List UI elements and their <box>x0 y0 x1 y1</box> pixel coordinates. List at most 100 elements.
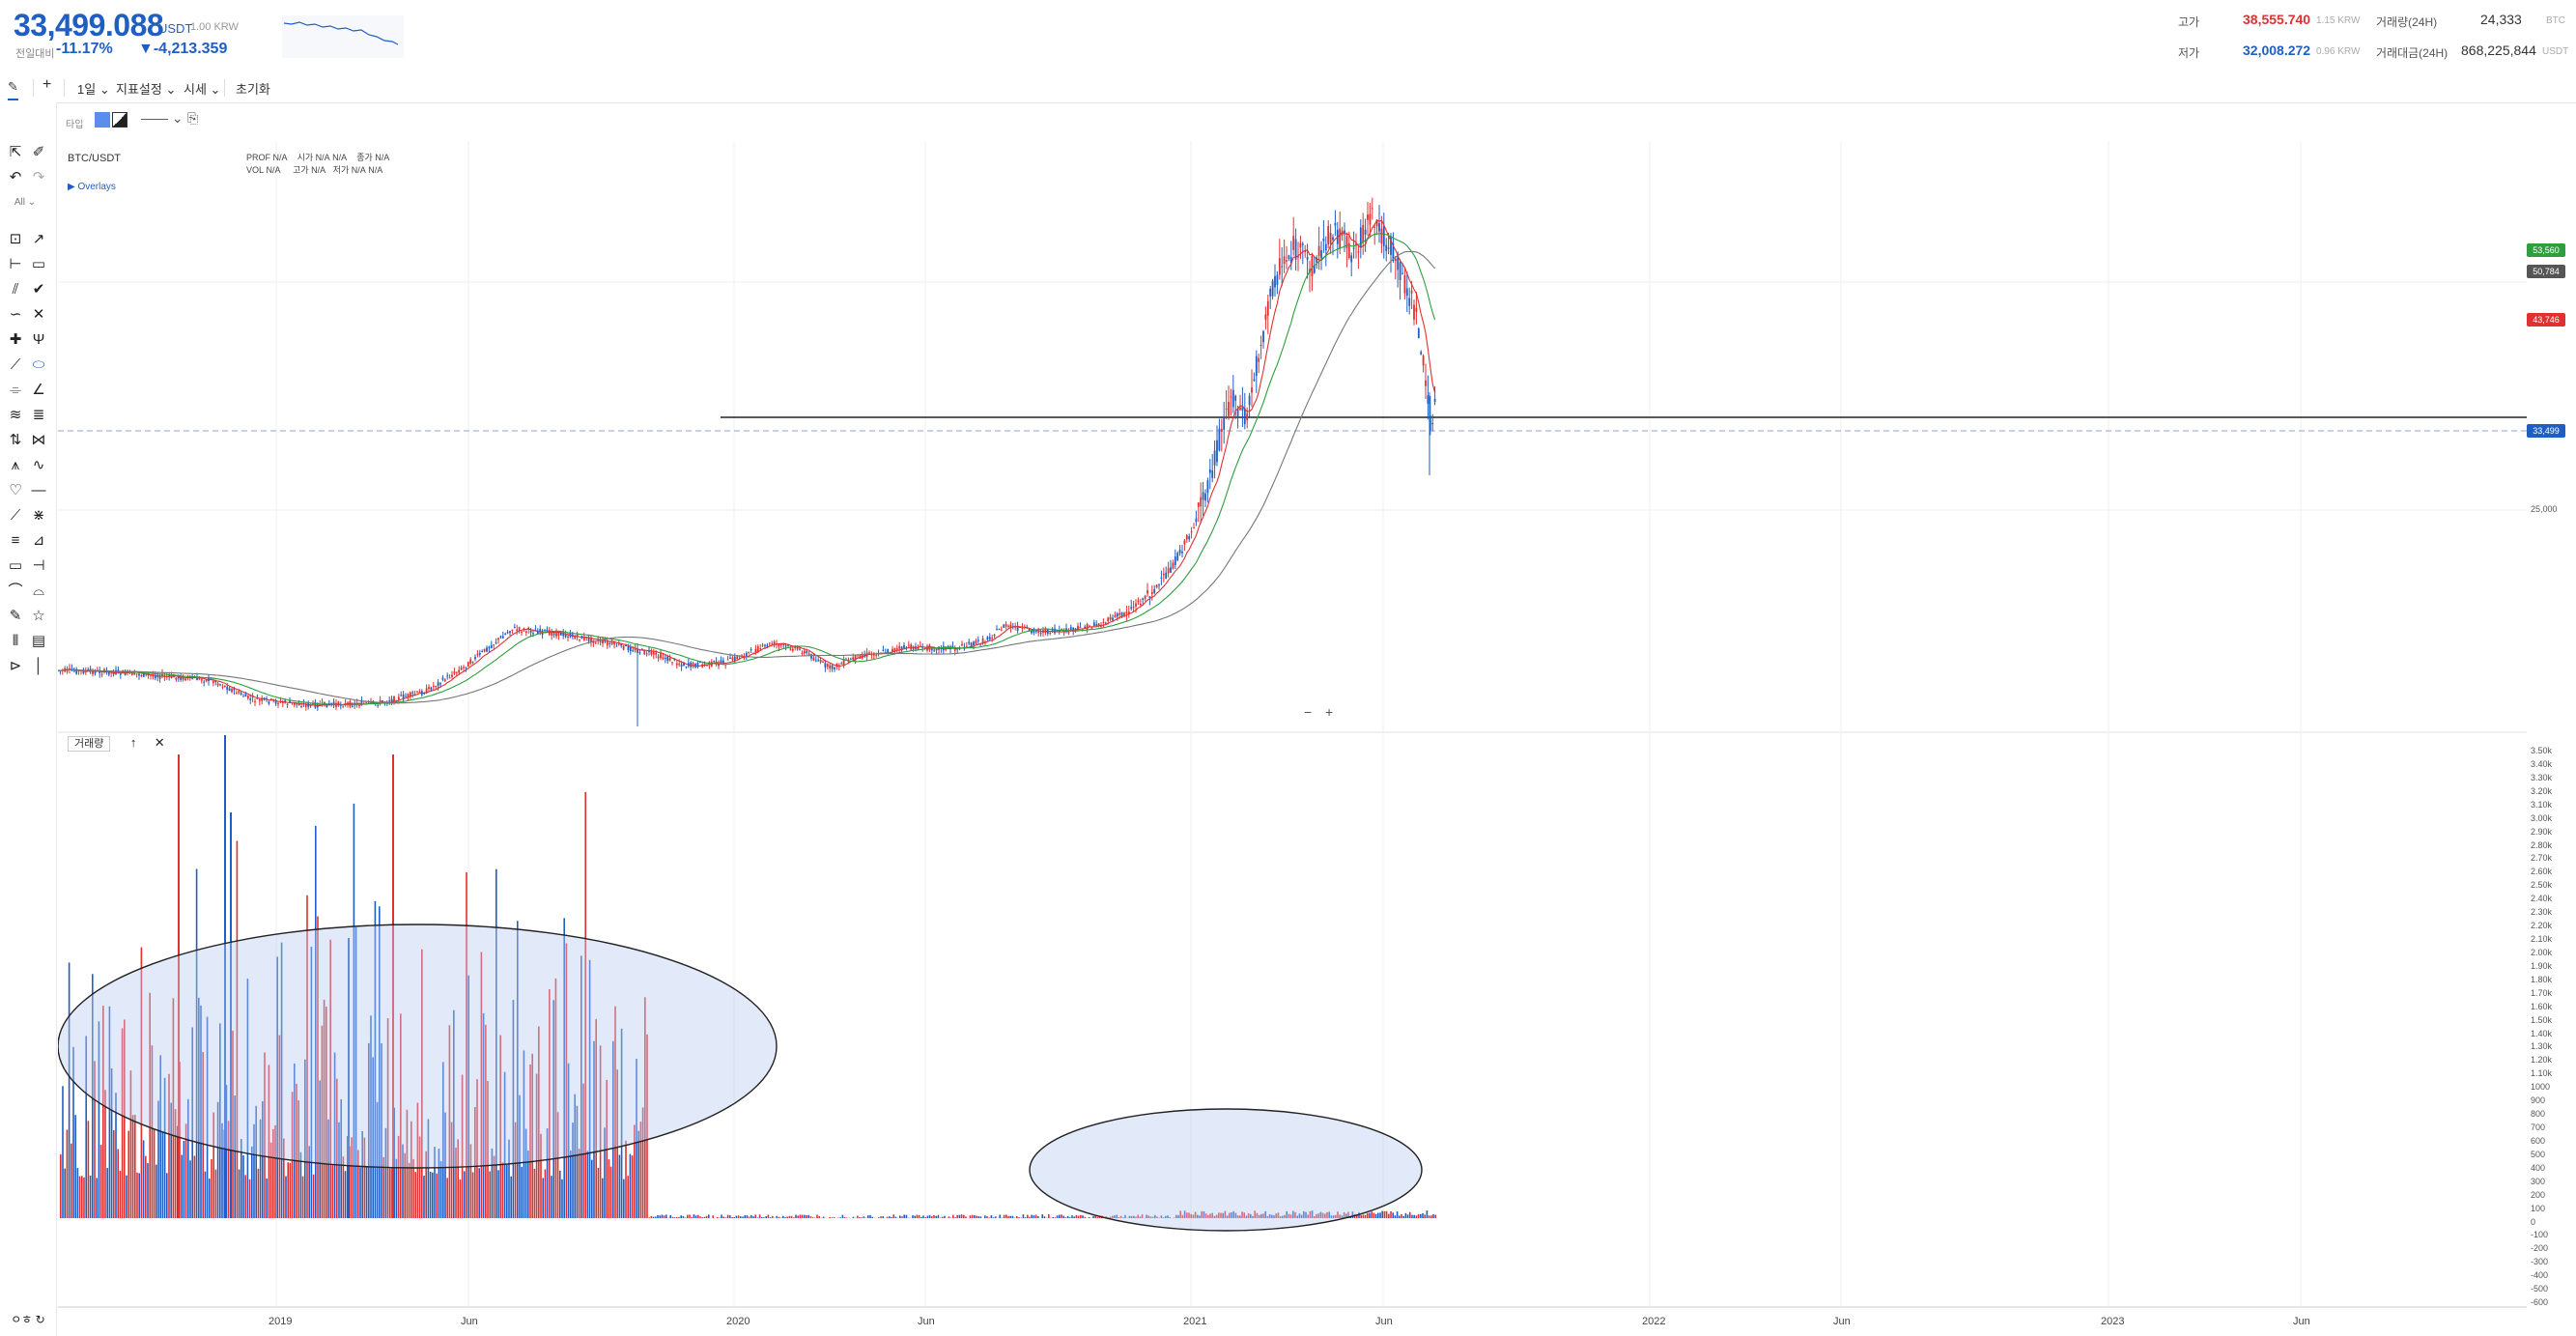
wave-icon[interactable]: ∽ <box>9 306 22 323</box>
volume-bar <box>699 1216 701 1218</box>
price-chart[interactable]: BTC/USDT PROF N/A 시가 N/A N/A 종가 N/A VOL … <box>57 141 2527 1308</box>
table-icon[interactable]: ▤ <box>31 633 46 649</box>
candle-body <box>1165 572 1168 580</box>
interval-select[interactable]: 1일 ⌄ <box>77 82 110 97</box>
fill-color-swatch[interactable] <box>95 112 110 128</box>
volume-bar <box>1096 1216 1099 1218</box>
volume-bar <box>110 1067 113 1218</box>
curve-icon[interactable]: ⌒ <box>8 583 23 599</box>
line-color-swatch[interactable] <box>112 112 127 128</box>
volume-bar <box>878 1217 880 1218</box>
heart-icon[interactable]: ♡ <box>9 482 22 498</box>
zoom-out-button[interactable]: − <box>1304 704 1313 720</box>
pencil-icon[interactable]: ✎ <box>8 79 18 100</box>
volume-bar <box>400 1013 402 1218</box>
volume-bar <box>769 1217 772 1218</box>
fib-fan-icon[interactable]: ⌯ <box>9 382 21 398</box>
volume-bar <box>184 1123 187 1218</box>
cursor-icon[interactable]: ⇱ <box>9 144 22 160</box>
vertical-line-icon[interactable]: │ <box>34 658 43 674</box>
zoom-in-button[interactable]: + <box>1325 704 1334 720</box>
candle-body <box>175 677 178 680</box>
chart-type-select[interactable]: 시세 ⌄ <box>184 82 221 97</box>
price-range-icon[interactable]: ⊣ <box>32 557 45 574</box>
volume-bar <box>1292 1210 1294 1218</box>
bowtie-icon[interactable]: ⋈ <box>31 432 46 448</box>
ellipse-icon[interactable]: ⬭ <box>32 356 45 373</box>
volume-bar <box>319 1080 321 1218</box>
volume-bar <box>1394 1215 1397 1218</box>
cross-icon[interactable]: ✕ <box>32 306 45 323</box>
volume-bar <box>280 942 283 1218</box>
volume-bar <box>404 1152 406 1218</box>
line-segment-icon[interactable]: ⟋ <box>10 507 21 524</box>
y-axis[interactable]: 53,560 50,784 43,746 33,499 25,000 3.50k… <box>2527 141 2576 1308</box>
reset-button[interactable]: 초기화 <box>236 82 270 97</box>
vertical-lines-icon[interactable]: ⦀ <box>12 633 19 649</box>
equal-lines-icon[interactable]: ≡ <box>11 532 20 549</box>
tool-filter-select[interactable]: All ⌄ <box>14 197 37 208</box>
gann-icon[interactable]: ⋇ <box>32 507 45 524</box>
horizontal-line-icon[interactable]: — <box>31 482 46 498</box>
footer-controls[interactable]: ㅇㅎ ↻ <box>11 1313 45 1326</box>
trend-line-icon[interactable]: ⟋ <box>10 356 21 373</box>
candle-body <box>140 675 143 677</box>
fib-retracement-icon[interactable]: ≋ <box>9 407 22 423</box>
plus-icon[interactable]: + <box>42 76 52 93</box>
candle-body <box>1125 611 1128 613</box>
volume-bar <box>843 1216 846 1218</box>
fib-levels-icon[interactable]: ≣ <box>32 407 45 423</box>
ray-angle-icon[interactable]: ⊿ <box>32 532 45 549</box>
volume-bar <box>1362 1214 1365 1218</box>
volume-bar <box>1377 1212 1379 1218</box>
redo-icon[interactable]: ↷ <box>32 169 45 185</box>
angle-icon[interactable]: ∠ <box>32 382 45 398</box>
volume-tag[interactable]: 거래량 <box>68 736 111 752</box>
candle-body <box>726 659 729 661</box>
brush-icon[interactable]: ✎ <box>9 608 22 624</box>
rectangle-select-icon[interactable]: ⊡ <box>9 231 22 247</box>
candle-body <box>1243 408 1246 425</box>
pitchfork-icon[interactable]: Ψ <box>32 331 45 348</box>
overlays-toggle[interactable]: ▶ Overlays <box>68 182 116 192</box>
volume-y-tick: 1.40k <box>2531 1028 2553 1038</box>
ray-icon[interactable]: ↗ <box>32 231 45 247</box>
candle-body <box>1185 535 1188 540</box>
change-percent: -11.17% <box>56 41 113 57</box>
candle-body <box>544 629 546 631</box>
volume-bar <box>1029 1216 1031 1218</box>
volume-bar <box>701 1217 703 1218</box>
crosshair-icon[interactable]: ✚ <box>9 331 22 348</box>
volume-bar <box>804 1214 806 1218</box>
comment-icon[interactable]: ▭ <box>31 256 46 272</box>
volume-y-tick: 3.20k <box>2531 785 2553 796</box>
volume-bar <box>790 1215 793 1218</box>
arc-icon[interactable]: ⌓ <box>33 583 44 599</box>
label-icon[interactable]: ⊳ <box>9 658 22 674</box>
save-template-icon[interactable]: ⎘ <box>187 110 199 126</box>
check-icon[interactable]: ✔ <box>32 281 45 298</box>
close-icon[interactable]: ✕ <box>154 735 165 750</box>
rectangle-icon[interactable]: ▭ <box>8 557 23 574</box>
indicator-button[interactable]: 지표설정 ⌄ <box>116 82 177 97</box>
horizontal-range-icon[interactable]: ⊢ <box>9 256 22 272</box>
volume-bar <box>96 1178 98 1218</box>
volume-bar <box>652 1216 655 1218</box>
volume-bar <box>584 791 586 1218</box>
zigzag-icon[interactable]: ∿ <box>32 457 45 473</box>
measure-icon[interactable]: ⇅ <box>9 432 22 448</box>
volume-bar <box>149 992 151 1218</box>
volume-bar <box>1116 1214 1118 1218</box>
parallel-channel-icon[interactable]: ⫽ <box>12 281 19 298</box>
candle-body <box>829 665 832 669</box>
volume-bars <box>60 735 1436 1218</box>
high-label: 고가 <box>2178 15 2200 29</box>
volume-bar <box>78 1176 81 1218</box>
star-icon[interactable]: ☆ <box>32 608 45 624</box>
eraser-icon[interactable]: ✐ <box>32 144 45 160</box>
undo-icon[interactable]: ↶ <box>9 169 22 185</box>
candle-body <box>882 649 885 651</box>
line-style-select[interactable]: —— ⌄ <box>141 110 184 126</box>
move-up-icon[interactable]: ↑ <box>129 735 137 750</box>
pattern-icon[interactable]: ⩚ <box>11 457 20 473</box>
